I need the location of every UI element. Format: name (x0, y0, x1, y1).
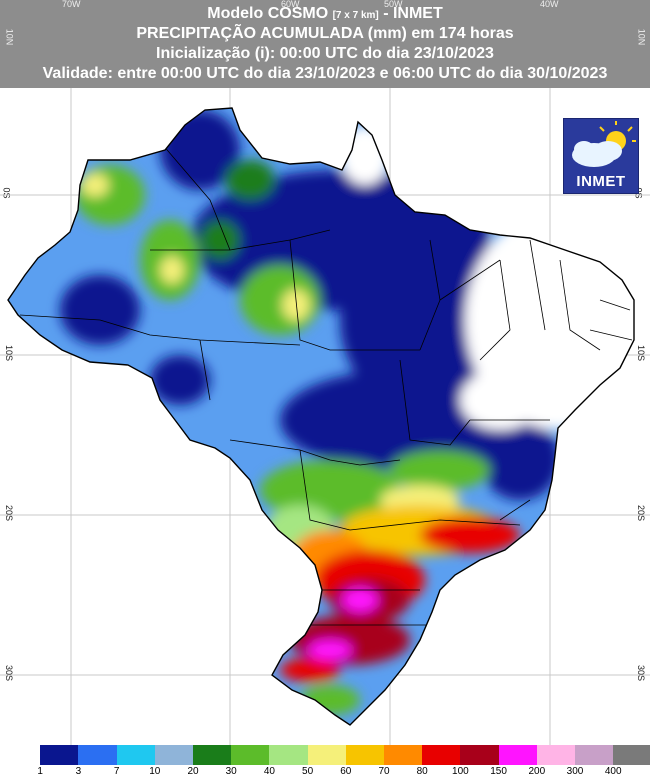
legend-swatch (154, 745, 194, 765)
legend-tick-label: 10 (149, 766, 161, 777)
legend-swatch (613, 745, 650, 765)
legend-swatch (498, 745, 538, 765)
legend-tick-label: 100 (452, 766, 469, 777)
precipitation-field (8, 108, 634, 725)
legend-swatch (307, 745, 347, 765)
legend-swatch (384, 745, 423, 765)
header-model-resolution: [7 x 7 km] (332, 10, 379, 21)
legend-tick-label: 200 (528, 766, 546, 777)
legend-tick-label: 80 (416, 766, 428, 777)
cloud-sun-icon (572, 121, 636, 167)
legend-tick-label: 300 (566, 766, 584, 777)
lon-label-60w: 60W (281, 0, 300, 9)
legend-swatch (575, 745, 614, 765)
legend-swatch (422, 745, 462, 765)
legend-swatch (269, 745, 309, 765)
legend-tick-label: 1 (37, 766, 43, 777)
header-model-name: Modelo COSMO (207, 5, 329, 22)
legend-tick-label: 20 (187, 766, 199, 777)
state-borders (19, 129, 633, 626)
legend-tick-label: 150 (490, 766, 507, 777)
header-variable: PRECIPITAÇÃO ACUMULADA (mm) em 174 horas (136, 25, 514, 42)
lon-label-40w: 40W (540, 0, 559, 9)
header-model-org: - INMET (383, 5, 443, 22)
lon-label-70w: 70W (62, 0, 81, 9)
header-validity: Validade: entre 00:00 UTC do dia 23/10/2… (42, 65, 608, 82)
header-model-line: Modelo COSMO [7 x 7 km] - INMET (0, 4, 650, 25)
legend-tick-label: 400 (604, 766, 622, 777)
legend-tick-label: 70 (378, 766, 390, 777)
legend-swatch (345, 745, 385, 765)
brazil-outline (7, 107, 635, 726)
legend-tick-label: 30 (225, 766, 237, 777)
legend-swatch (2, 745, 41, 765)
legend-tick-label: 60 (340, 766, 352, 777)
lon-label-50w: 50W (384, 0, 403, 9)
legend-swatch (193, 745, 232, 765)
legend-swatch (116, 745, 156, 765)
inmet-logo-text: INMET (576, 173, 626, 190)
inmet-logo: INMET (563, 118, 639, 194)
legend-swatch (460, 745, 500, 765)
legend-tick-label: 50 (302, 766, 314, 777)
header-initialization: Inicialização (i): 00:00 UTC do dia 23/1… (156, 45, 494, 62)
legend-tick-label: 7 (113, 766, 120, 777)
legend-tick-label: 40 (263, 766, 275, 777)
legend-swatch (40, 745, 80, 765)
legend-swatch (536, 745, 576, 765)
map-header: Modelo COSMO [7 x 7 km] - INMET PRECIPIT… (0, 0, 650, 88)
legend-tick-label: 3 (75, 766, 82, 777)
legend-swatch (78, 745, 118, 765)
legend-swatch (231, 745, 271, 765)
